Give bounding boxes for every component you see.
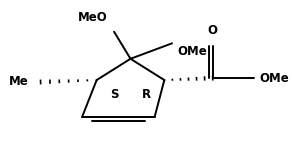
Text: Me: Me (9, 75, 29, 89)
Text: R: R (142, 88, 151, 101)
Text: OMe: OMe (177, 44, 207, 58)
Text: S: S (110, 88, 118, 101)
Text: O: O (208, 23, 218, 37)
Text: MeO: MeO (78, 11, 108, 24)
Text: OMe: OMe (259, 72, 289, 85)
